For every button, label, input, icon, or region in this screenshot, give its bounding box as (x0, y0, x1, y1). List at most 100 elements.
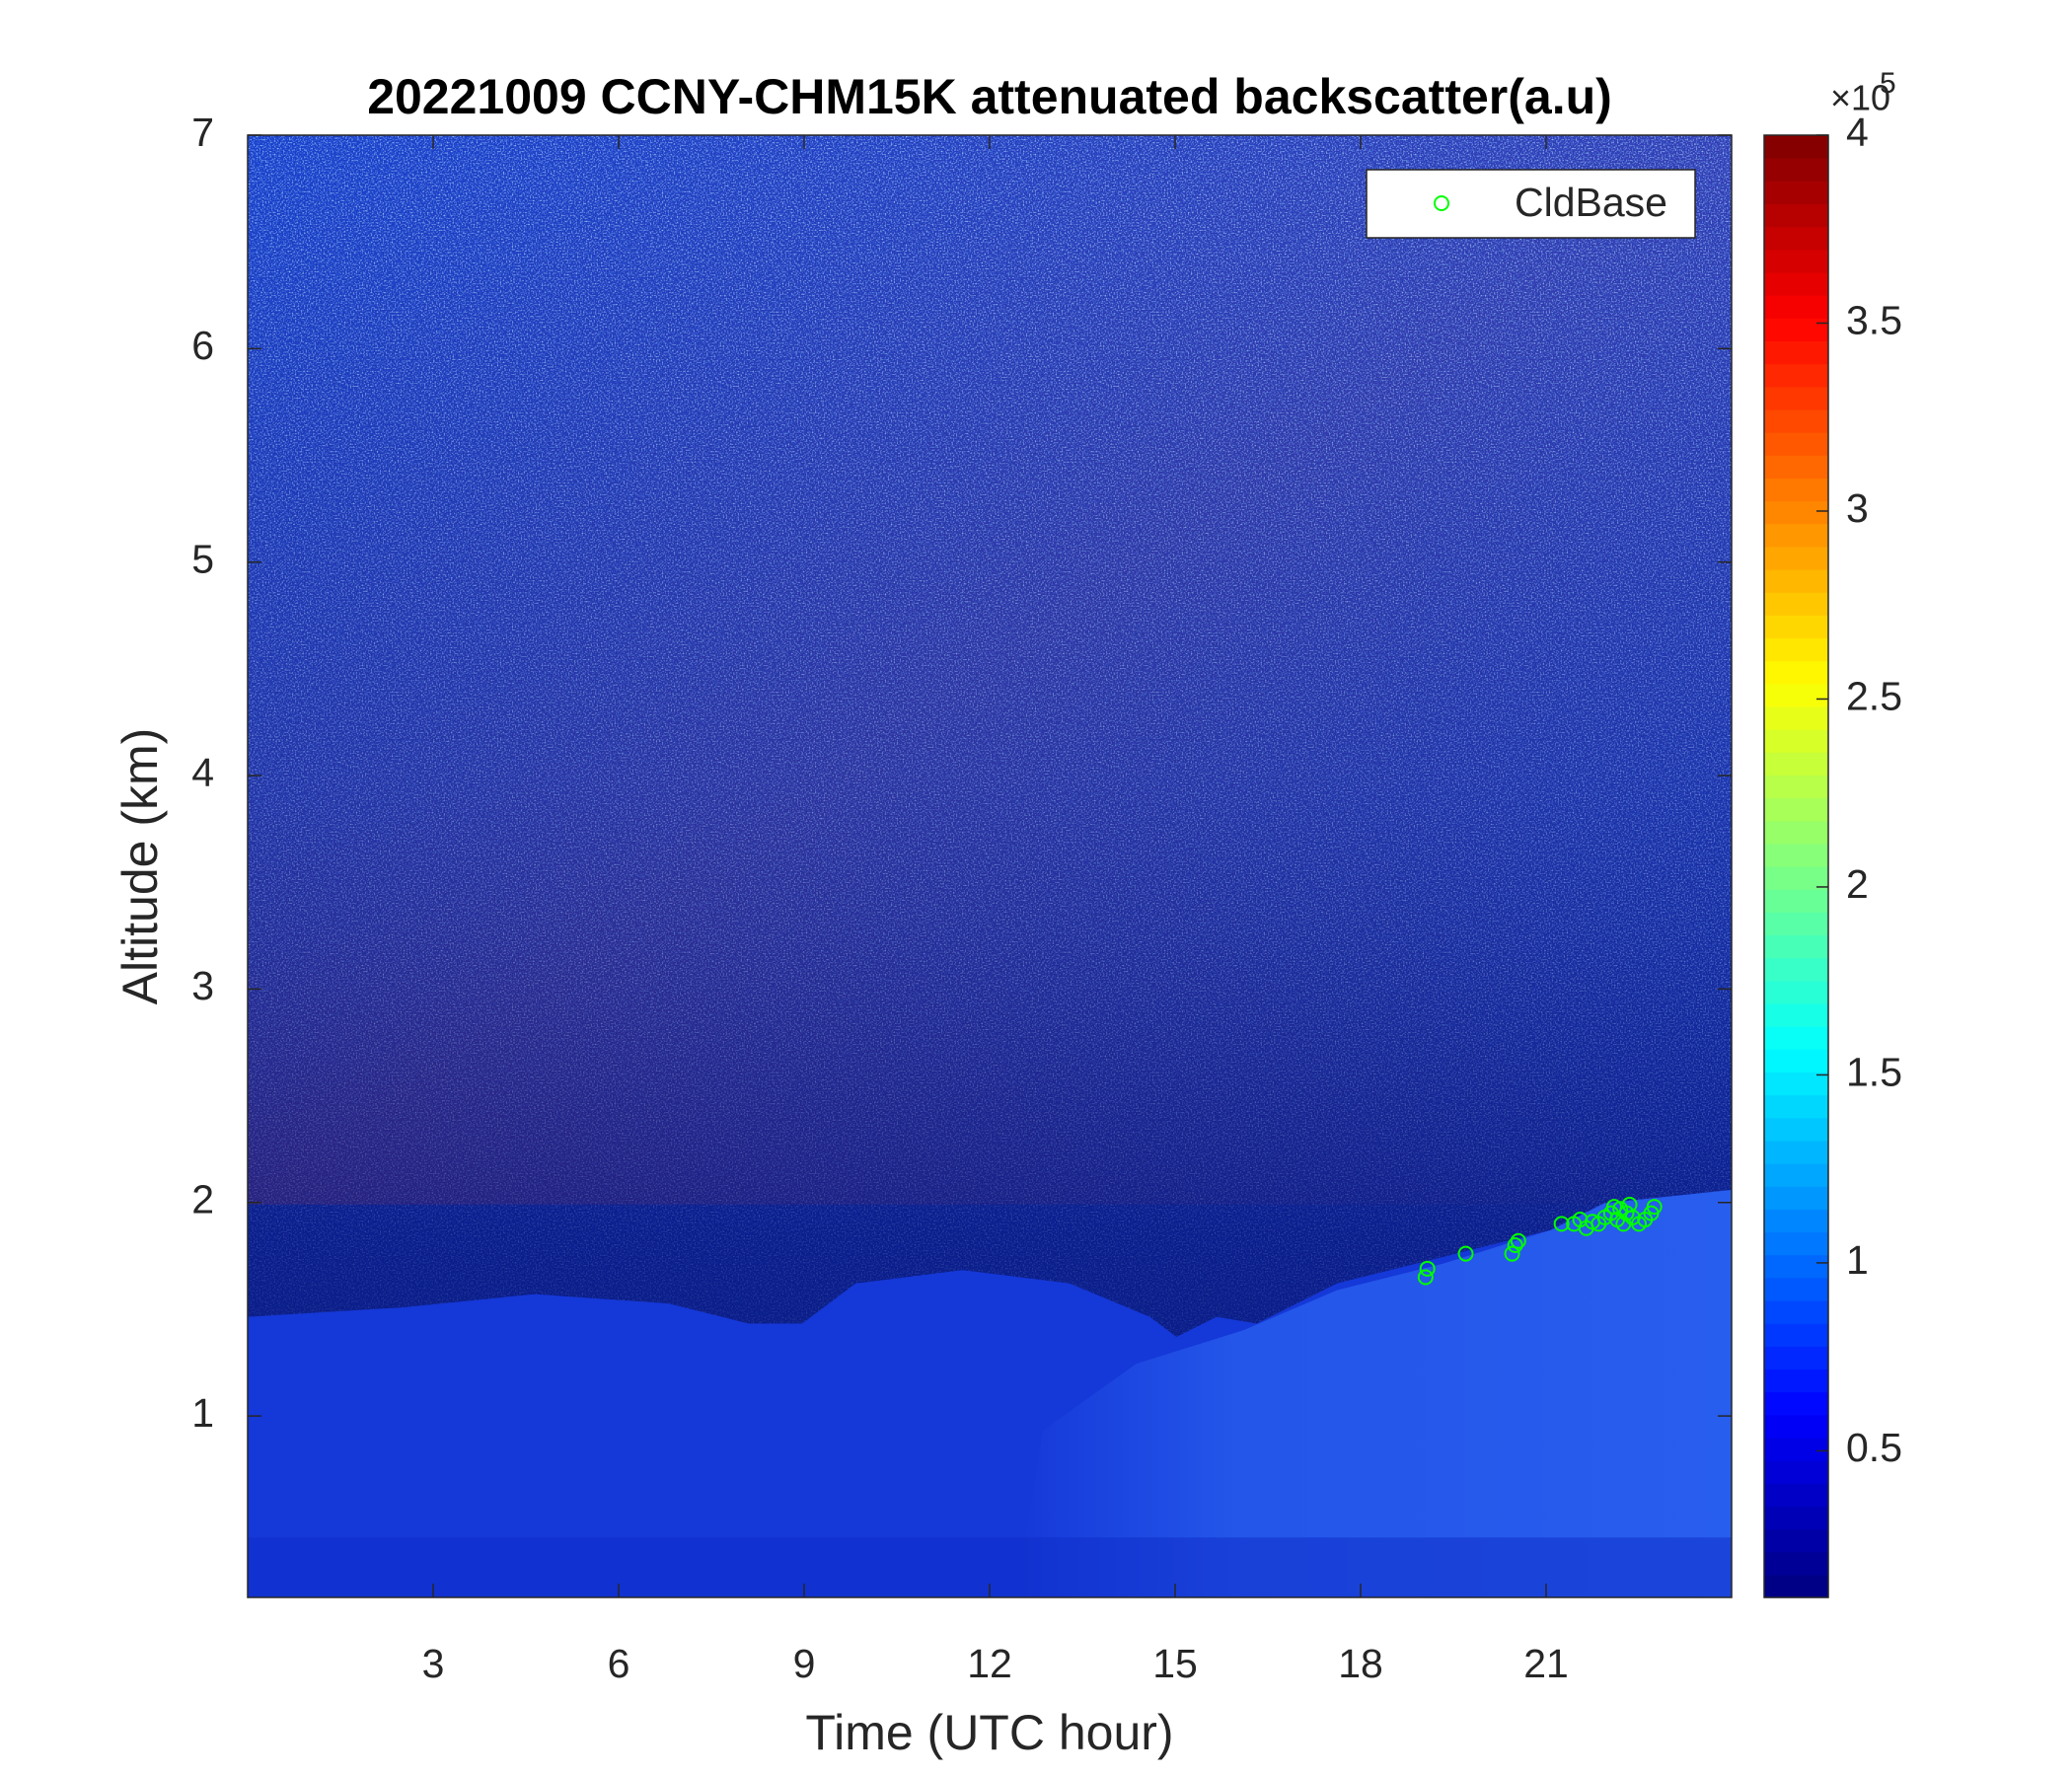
colorbar-step (1764, 568, 1828, 593)
y-tick-label: 7 (191, 110, 214, 155)
legend-label: CldBase (1515, 180, 1667, 225)
colorbar-multiplier: ×10 (1830, 78, 1890, 118)
colorbar-step (1764, 1528, 1828, 1553)
x-tick-label: 21 (1523, 1641, 1569, 1686)
colorbar-step (1764, 1483, 1828, 1507)
colorbar-step (1764, 432, 1828, 456)
colorbar-step (1764, 705, 1828, 730)
legend-marker (1434, 195, 1449, 211)
colorbar-tick-label: 1 (1846, 1237, 1869, 1283)
backscatter-field (247, 134, 1732, 1598)
y-tick-label: 6 (191, 323, 214, 368)
colorbar-step (1764, 592, 1828, 616)
colorbar-step (1764, 866, 1828, 890)
colorbar-step (1764, 1414, 1828, 1439)
colorbar-step (1764, 455, 1828, 479)
colorbar-step (1764, 615, 1828, 639)
colorbar-step (1764, 1026, 1828, 1050)
cloud-base-point (1417, 1269, 1434, 1286)
x-axis-label: Time (UTC hour) (805, 1705, 1173, 1760)
colorbar-step (1764, 912, 1828, 936)
y-tick-label: 3 (191, 963, 214, 1008)
colorbar-step (1764, 1094, 1828, 1119)
x-tick-label: 18 (1338, 1641, 1383, 1686)
colorbar-step (1764, 1437, 1828, 1461)
colorbar-step (1764, 752, 1828, 776)
x-tick-label: 12 (967, 1641, 1012, 1686)
colorbar-step (1764, 249, 1828, 273)
colorbar-step (1764, 775, 1828, 799)
cloud-base-point (1510, 1232, 1526, 1249)
colorbar-step (1764, 843, 1828, 867)
colorbar-step (1764, 203, 1828, 228)
colorbar-tick-label: 4 (1846, 110, 1869, 155)
colorbar-step (1764, 546, 1828, 570)
colorbar-step (1764, 934, 1828, 959)
colorbar-step (1764, 1299, 1828, 1324)
colorbar-tick-label: 1.5 (1846, 1049, 1902, 1094)
cloud-base-point (1419, 1260, 1436, 1277)
colorbar-step (1764, 1391, 1828, 1416)
colorbar-step (1764, 637, 1828, 662)
cloud-base-point (1507, 1237, 1523, 1254)
colorbar-step (1764, 135, 1828, 159)
colorbar-step (1764, 1277, 1828, 1301)
colorbar-frame (1763, 134, 1829, 1598)
colorbar-tick-label: 2.5 (1846, 673, 1902, 718)
colorbar-step (1764, 660, 1828, 685)
legend: CldBase (1366, 169, 1696, 239)
colorbar-step (1764, 363, 1828, 388)
colorbar-step (1764, 1140, 1828, 1164)
cloud-base-point (1646, 1199, 1663, 1216)
colorbar-step (1764, 957, 1828, 982)
colorbar-step (1764, 1209, 1828, 1233)
colorbar-step (1764, 386, 1828, 410)
x-tick-label: 9 (793, 1641, 816, 1686)
colorbar-step (1764, 729, 1828, 753)
colorbar-step (1764, 158, 1828, 182)
colorbar-exponent: 5 (1880, 67, 1896, 100)
colorbar-step (1764, 1072, 1828, 1096)
colorbar-tick-label: 3.5 (1846, 297, 1902, 342)
y-axis-label: Altitude (km) (112, 728, 168, 1005)
colorbar-step (1764, 318, 1828, 342)
cloud-base-point (1504, 1245, 1520, 1262)
x-tick-label: 6 (608, 1641, 630, 1686)
colorbar-step (1764, 1163, 1828, 1187)
chart-title: 20221009 CCNY-CHM15K attenuated backscat… (367, 69, 1612, 124)
colorbar-step (1764, 1231, 1828, 1256)
y-tick-label: 5 (191, 537, 214, 582)
colorbar-step (1764, 980, 1828, 1004)
colorbar-step (1764, 820, 1828, 845)
x-tick-label: 3 (422, 1641, 445, 1686)
colorbar-step (1764, 1574, 1828, 1598)
colorbar-step (1764, 1186, 1828, 1210)
colorbar-step (1764, 1117, 1828, 1142)
legend-box (1366, 169, 1696, 239)
colorbar-step (1764, 523, 1828, 548)
colorbar-step (1764, 295, 1828, 319)
colorbar-step (1764, 1002, 1828, 1027)
colorbar-step (1764, 1049, 1828, 1073)
colorbar-step (1764, 889, 1828, 913)
colorbar-step (1764, 1460, 1828, 1484)
colorbar-step (1764, 1551, 1828, 1576)
colorbar-step (1764, 1346, 1828, 1370)
colorbar-step (1764, 271, 1828, 296)
y-tick-label: 2 (191, 1177, 214, 1222)
colorbar-step (1764, 340, 1828, 365)
colorbar-step (1764, 226, 1828, 251)
colorbar-step (1764, 1323, 1828, 1347)
colorbar-step (1764, 1254, 1828, 1279)
colorbar-step (1764, 478, 1828, 502)
cloud-base-point (1553, 1216, 1570, 1232)
colorbar-tick-label: 0.5 (1846, 1425, 1902, 1470)
colorbar-tick-label: 3 (1846, 485, 1869, 531)
colorbar-step (1764, 1369, 1828, 1393)
colorbar-step (1764, 683, 1828, 707)
y-tick-label: 4 (191, 750, 214, 795)
x-tick-label: 15 (1152, 1641, 1198, 1686)
colorbar-step (1764, 500, 1828, 525)
colorbar-step (1764, 797, 1828, 822)
